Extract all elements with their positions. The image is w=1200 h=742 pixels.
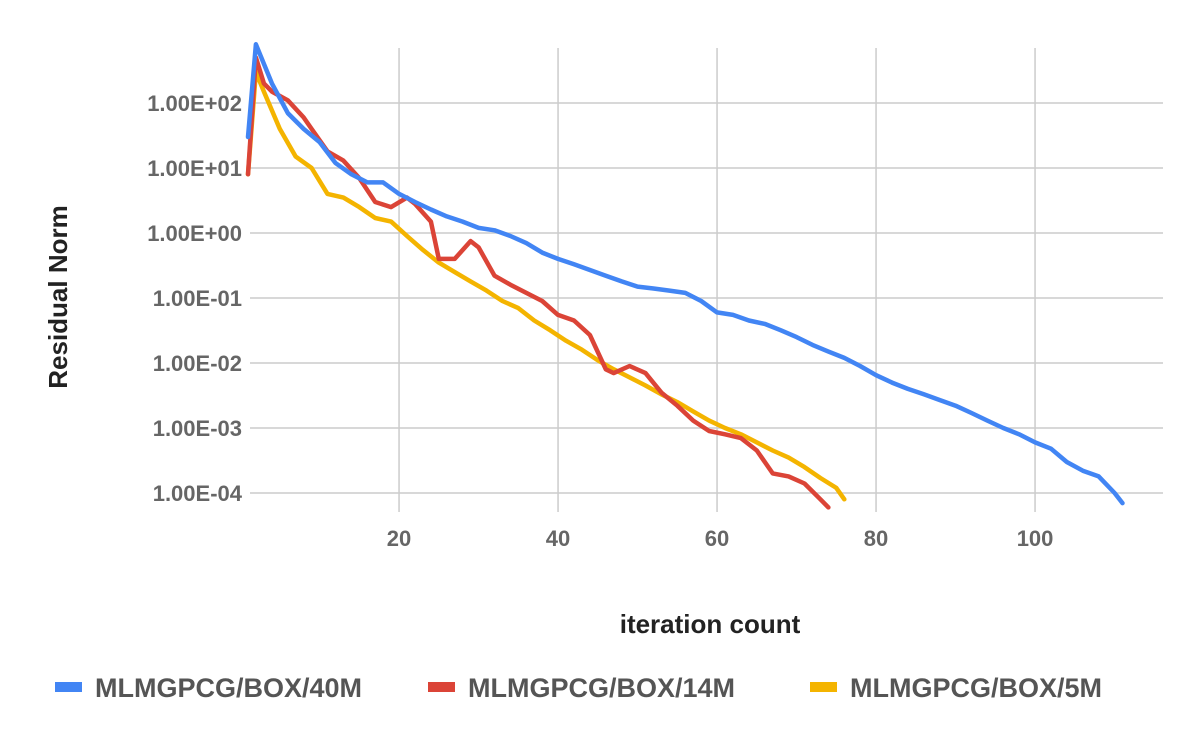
series-lines <box>245 42 1125 510</box>
legend-label-2: MLMGPCG/BOX/14M <box>468 673 735 703</box>
series-line-3 <box>245 69 847 502</box>
x-tick-label: 20 <box>387 526 411 551</box>
y-axis-title: Residual Norm <box>43 205 73 389</box>
grid <box>250 48 1163 512</box>
axis-ticks: 20 40 60 80 100 1.00E-04 1.00E-03 1.00E-02 1.00E… <box>147 91 1053 551</box>
legend-label-1: MLMGPCG/BOX/40M <box>95 673 362 703</box>
series-line-2 <box>245 55 831 510</box>
y-tick-label: 1.00E+02 <box>147 91 242 116</box>
y-tick-label: 1.00E+00 <box>147 221 242 246</box>
x-tick-label: 40 <box>546 526 570 551</box>
y-tick-label: 1.00E-01 <box>153 286 242 311</box>
legend-label-3: MLMGPCG/BOX/5M <box>850 673 1102 703</box>
x-axis-title: iteration count <box>620 609 801 639</box>
x-tick-label: 80 <box>864 526 888 551</box>
legend-swatch-3 <box>810 682 837 692</box>
legend-swatch-2 <box>428 682 455 692</box>
legend-swatch-1 <box>55 682 82 692</box>
series-line-1 <box>245 42 1125 506</box>
y-tick-label: 1.00E+01 <box>147 156 242 181</box>
x-tick-label: 60 <box>705 526 729 551</box>
y-tick-label: 1.00E-03 <box>153 416 242 441</box>
y-tick-label: 1.00E-04 <box>153 481 243 506</box>
y-tick-label: 1.00E-02 <box>153 351 242 376</box>
legend: MLMGPCG/BOX/40M MLMGPCG/BOX/14M MLMGPCG/BO… <box>55 673 1102 703</box>
x-tick-label: 100 <box>1017 526 1054 551</box>
